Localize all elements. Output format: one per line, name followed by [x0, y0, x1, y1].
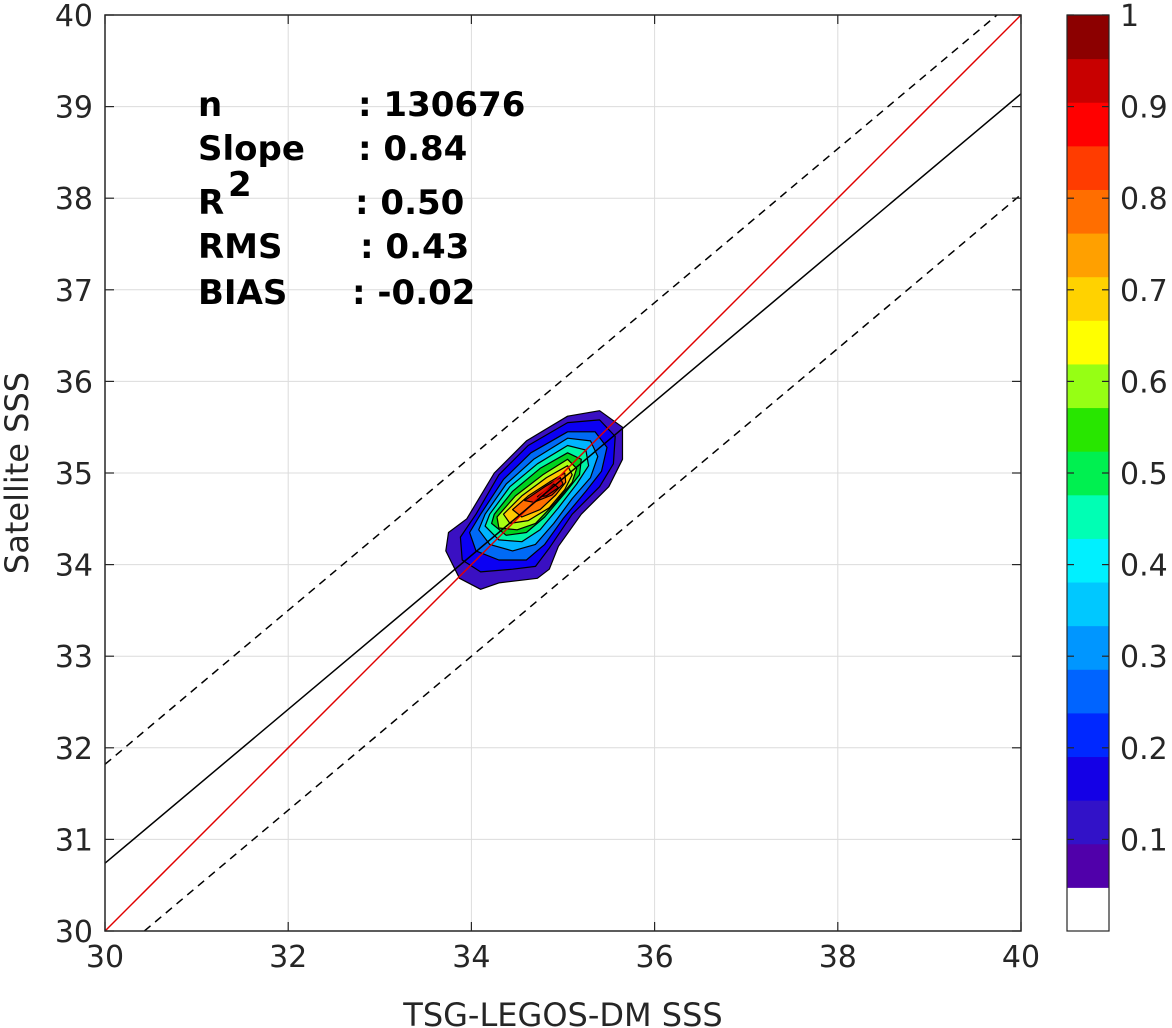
stat-value: : 130676	[358, 85, 525, 125]
y-tick-label: 35	[55, 457, 93, 492]
colorbar-tick-label: 0.7	[1120, 274, 1168, 309]
colorbar-segment	[1067, 712, 1109, 758]
x-tick-label: 34	[452, 940, 490, 975]
colorbar: 0.1 0.2 0.3 0.4 0.5 0.6 0.7 0.8 0.9 1	[1066, 0, 1168, 932]
stat-label-n: n	[198, 85, 222, 125]
colorbar-segment	[1067, 58, 1109, 103]
colorbar-tick-label: 0.9	[1120, 91, 1168, 126]
y-tick-label: 39	[55, 91, 93, 126]
x-tick-label: 40	[1002, 940, 1040, 975]
y-tick-label: 31	[55, 823, 93, 858]
stat-value: : 0.84	[358, 129, 467, 169]
colorbar-segment	[1067, 233, 1109, 278]
statistics-box: n : 130676 Slope : 0.84 R 2 : 0.50 RMS : 0.43 BIA…	[198, 85, 525, 313]
stat-label-superscript: 2	[228, 165, 252, 205]
colorbar-segment	[1067, 320, 1109, 365]
colorbar-tick-label: 1	[1120, 0, 1139, 34]
colorbar-segment	[1067, 363, 1109, 409]
y-tick-label: 32	[55, 732, 93, 767]
colorbar-tick-label: 0.3	[1120, 640, 1168, 675]
x-tick-label: 32	[269, 940, 307, 975]
colorbar-tick-label: 0.6	[1120, 365, 1168, 400]
colorbar-segment	[1067, 843, 1109, 888]
colorbar-segment	[1067, 538, 1109, 583]
lower-bound-line	[143, 193, 1021, 931]
x-tick-label: 38	[819, 940, 857, 975]
stat-value: : -0.02	[352, 273, 475, 313]
stat-value: : 0.50	[355, 183, 464, 223]
colorbar-segment	[1067, 800, 1109, 845]
y-tick-label: 30	[55, 915, 93, 950]
colorbar-segment	[1067, 15, 1109, 60]
colorbar-segment	[1067, 669, 1109, 714]
colorbar-tick-label: 0.4	[1120, 549, 1168, 584]
stat-label-slope: Slope	[198, 129, 305, 169]
colorbar-segment	[1067, 582, 1109, 627]
one-to-one-line	[105, 15, 1021, 931]
colorbar-tick-label: 0.1	[1120, 823, 1168, 858]
colorbar-tick-label: 0.8	[1120, 182, 1168, 217]
upper-bound-line	[105, 15, 999, 765]
x-tick-label: 30	[86, 940, 124, 975]
colorbar-segment	[1067, 189, 1109, 234]
stat-value: : 0.43	[360, 227, 469, 267]
colorbar-tick-label: 0.2	[1120, 732, 1168, 767]
y-tick-label: 40	[55, 0, 93, 34]
colorbar-segment	[1067, 756, 1109, 801]
colorbar-segment	[1067, 145, 1109, 190]
stat-label-rms: RMS	[198, 227, 283, 267]
stat-label-r: R	[198, 183, 224, 223]
x-axis-label: TSG-LEGOS-DM SSS	[402, 996, 722, 1028]
y-axis-label: Satellite SSS	[0, 372, 36, 574]
axis-ticks: 30 32 34 36 38 40 30 31 32 33 34 35 36 37 38 39 40	[55, 0, 1040, 975]
y-tick-label: 38	[55, 182, 93, 217]
colorbar-segment	[1067, 887, 1109, 932]
reference-lines	[105, 15, 1021, 931]
colorbar-tick-label: 0.5	[1120, 457, 1168, 492]
y-tick-label: 34	[55, 549, 93, 584]
colorbar-segment	[1067, 494, 1109, 539]
stat-label-bias: BIAS	[198, 273, 287, 313]
y-tick-label: 33	[55, 640, 93, 675]
density-contours	[445, 410, 624, 590]
y-tick-label: 36	[55, 365, 93, 400]
colorbar-segment	[1067, 276, 1109, 321]
y-tick-label: 37	[55, 274, 93, 309]
colorbar-segment	[1067, 407, 1109, 452]
colorbar-segment	[1067, 102, 1109, 147]
regression-fit-line	[105, 93, 1021, 864]
colorbar-segment	[1067, 625, 1109, 670]
x-tick-label: 36	[636, 940, 674, 975]
